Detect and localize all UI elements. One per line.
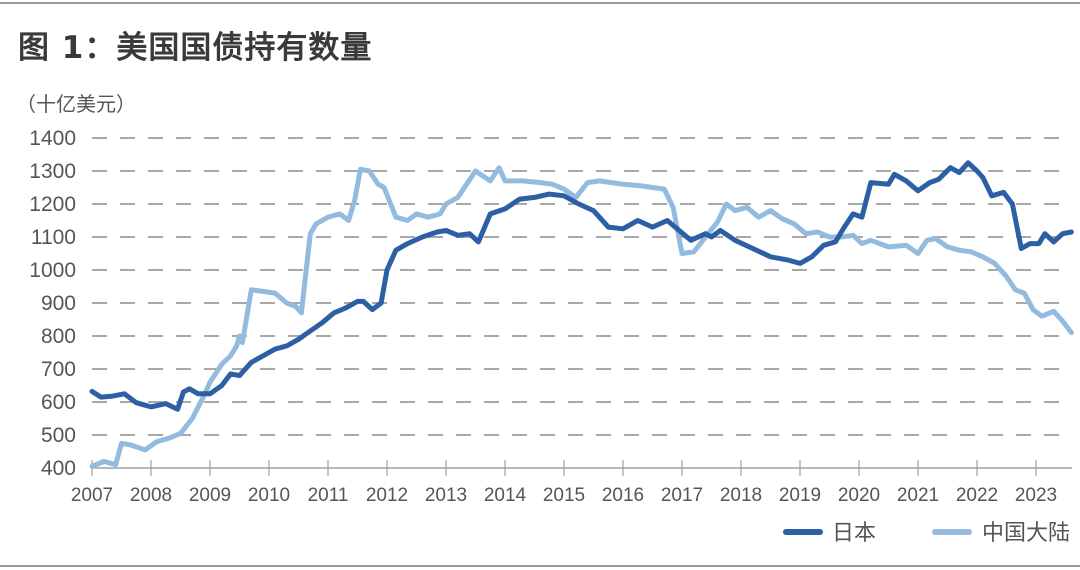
legend-label: 日本 <box>832 521 876 546</box>
y-tick-label: 1100 <box>31 226 76 249</box>
x-tick-label: 2022 <box>956 485 998 506</box>
y-tick-label: 400 <box>41 457 76 480</box>
x-tick-label: 2011 <box>308 485 349 506</box>
x-tick-label: 2009 <box>189 485 231 506</box>
x-tick-label: 2020 <box>838 485 880 506</box>
x-tick-label: 2013 <box>425 485 467 506</box>
y-axis-labels: 400 500 600 700 800 900 1000 1100 1200 1300 1400 <box>29 127 76 480</box>
x-tick-label: 2012 <box>366 485 408 506</box>
y-tick-label: 1200 <box>29 193 76 216</box>
series-line-china <box>89 165 1074 469</box>
y-tick-label: 600 <box>41 391 76 414</box>
gridlines <box>92 137 1072 436</box>
data-lines <box>89 160 1074 469</box>
x-tick-label: 2008 <box>130 485 172 506</box>
y-tick-label: 1000 <box>29 259 76 282</box>
y-tick-label: 700 <box>41 358 76 381</box>
x-tick-label: 2014 <box>484 485 527 506</box>
top-border <box>0 2 1080 4</box>
x-tick-label: 2015 <box>543 485 585 506</box>
series-line-japan <box>89 160 1074 412</box>
x-tick-label: 2021 <box>897 485 939 506</box>
x-tick-label: 2023 <box>1015 485 1057 506</box>
x-tick-label: 2019 <box>779 485 821 506</box>
y-tick-label: 900 <box>41 292 76 315</box>
y-tick-label: 1400 <box>29 127 76 150</box>
legend: 日本 中国大陆 <box>783 521 1070 546</box>
bottom-border <box>0 565 1080 567</box>
y-axis-unit: （十亿美元） <box>16 92 136 116</box>
x-tick-label: 2007 <box>71 485 113 506</box>
x-tick-label: 2018 <box>720 485 762 506</box>
legend-label: 中国大陆 <box>982 521 1070 546</box>
y-tick-label: 500 <box>41 424 76 447</box>
x-axis: 2007 2008 2009 2010 2011 2012 2013 2014 2015 2016… <box>71 460 1072 506</box>
x-tick-label: 2017 <box>661 485 703 506</box>
y-tick-label: 800 <box>41 325 76 348</box>
chart-title: 图 1：美国国债持有数量 <box>18 30 373 66</box>
x-tick-label: 2010 <box>248 485 290 506</box>
x-tick-label: 2016 <box>602 485 644 506</box>
y-tick-label: 1300 <box>29 160 76 183</box>
